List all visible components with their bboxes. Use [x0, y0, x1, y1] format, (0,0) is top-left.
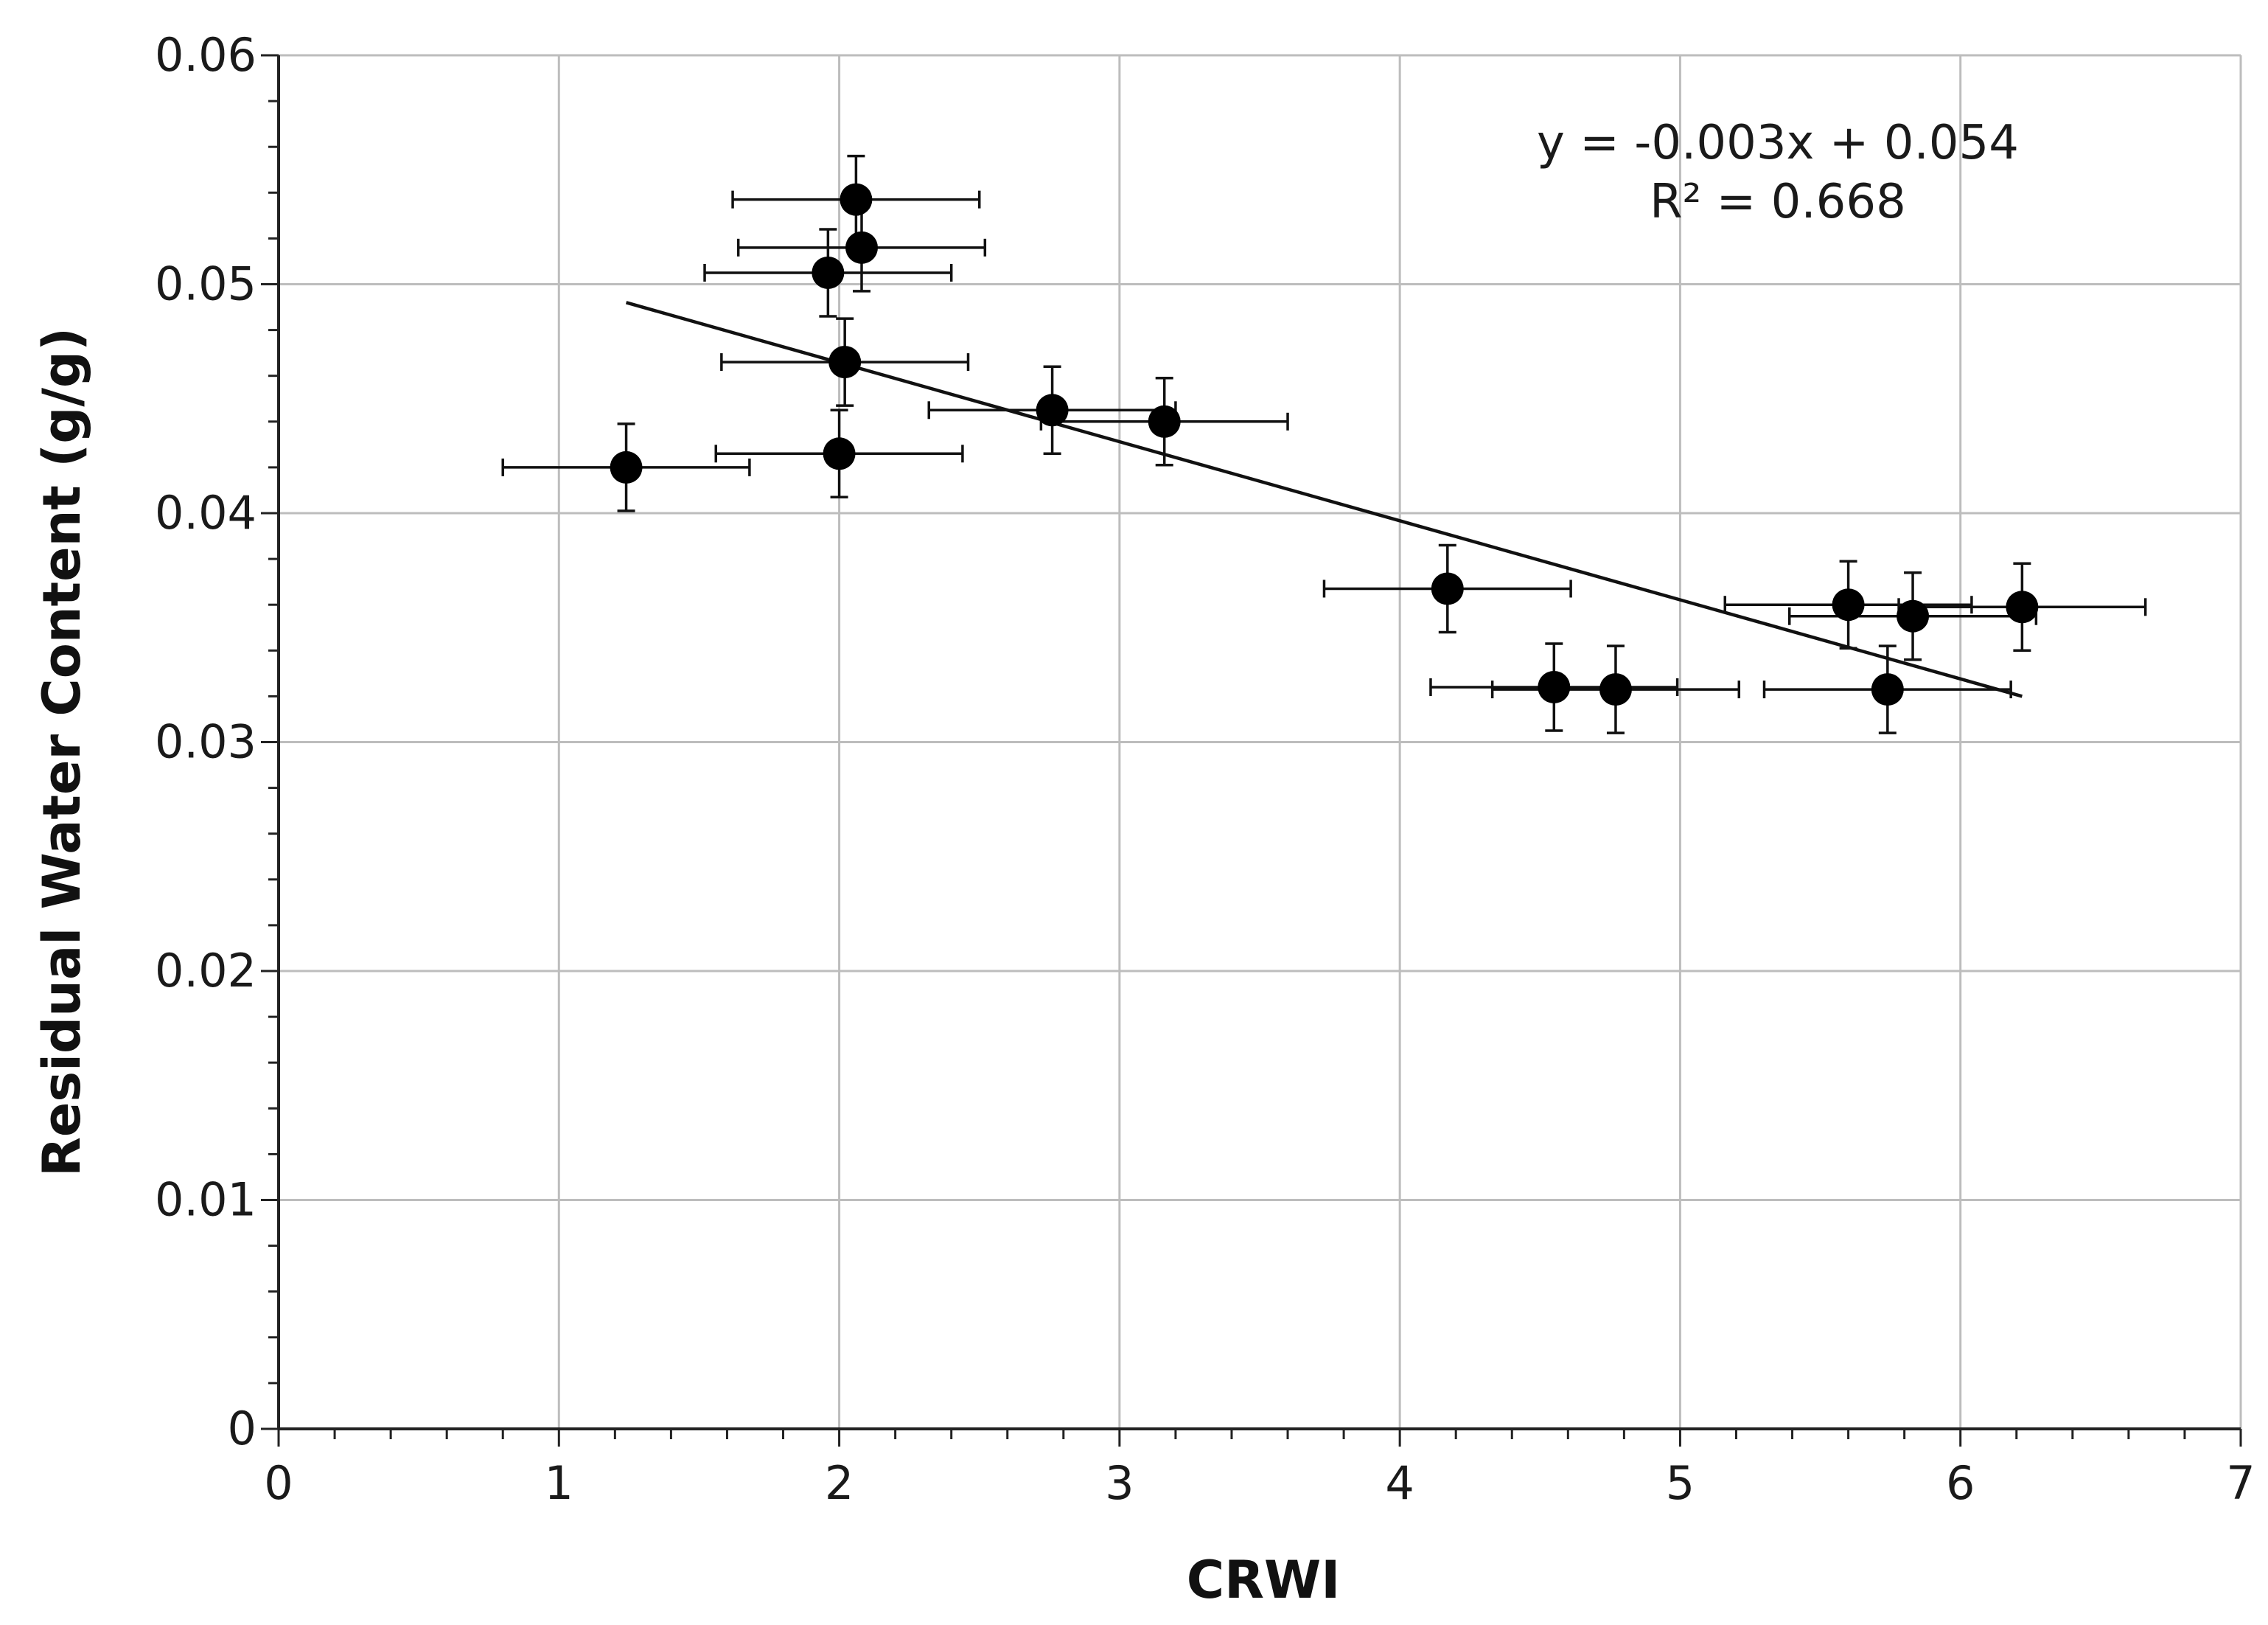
data-point	[1036, 394, 1069, 427]
data-point	[1148, 405, 1181, 438]
data-point	[2006, 591, 2039, 624]
data-point	[610, 450, 643, 484]
y-tick-label: 0.01	[155, 1173, 257, 1227]
trendline-equation: y = -0.003x + 0.054	[1537, 116, 2019, 170]
x-tick-label: 2	[825, 1456, 854, 1510]
y-tick-label: 0.03	[155, 715, 257, 769]
gridlines	[279, 54, 2242, 1429]
data-point	[1871, 673, 1904, 706]
x-tick-label: 1	[545, 1456, 573, 1510]
y-axis-title: Residual Water Content (g/g)	[32, 327, 92, 1177]
data-point	[1431, 572, 1464, 605]
y-tick-label: 0.06	[155, 28, 257, 82]
x-tick-labels: 0 1 2 3 4 5 6 7	[264, 1456, 2255, 1510]
data-point	[823, 437, 856, 470]
data-point	[1538, 670, 1571, 703]
y-tick-label: 0.04	[155, 486, 257, 540]
axes	[261, 54, 2242, 1447]
data-point	[1599, 673, 1632, 706]
x-tick-label: 3	[1105, 1456, 1134, 1510]
x-tick-label: 6	[1946, 1456, 1975, 1510]
x-tick-label: 4	[1385, 1456, 1414, 1510]
x-tick-label: 7	[2226, 1456, 2255, 1510]
x-axis-title: CRWI	[1187, 1550, 1341, 1610]
data-point	[840, 183, 873, 216]
data-point	[1832, 588, 1865, 622]
y-tick-labels: 0 0.01 0.02 0.03 0.04 0.05 0.06	[155, 28, 257, 1455]
data-point	[845, 231, 878, 264]
y-tick-label: 0	[228, 1402, 257, 1455]
x-tick-label: 5	[1666, 1456, 1695, 1510]
data-point	[828, 346, 862, 379]
trendline-r-squared: R² = 0.668	[1650, 175, 1906, 229]
data-points	[610, 183, 2039, 706]
x-tick-label: 0	[264, 1456, 293, 1510]
y-tick-label: 0.05	[155, 257, 257, 311]
data-point	[812, 256, 845, 289]
data-point	[1897, 599, 1930, 633]
y-tick-label: 0.02	[155, 944, 257, 998]
